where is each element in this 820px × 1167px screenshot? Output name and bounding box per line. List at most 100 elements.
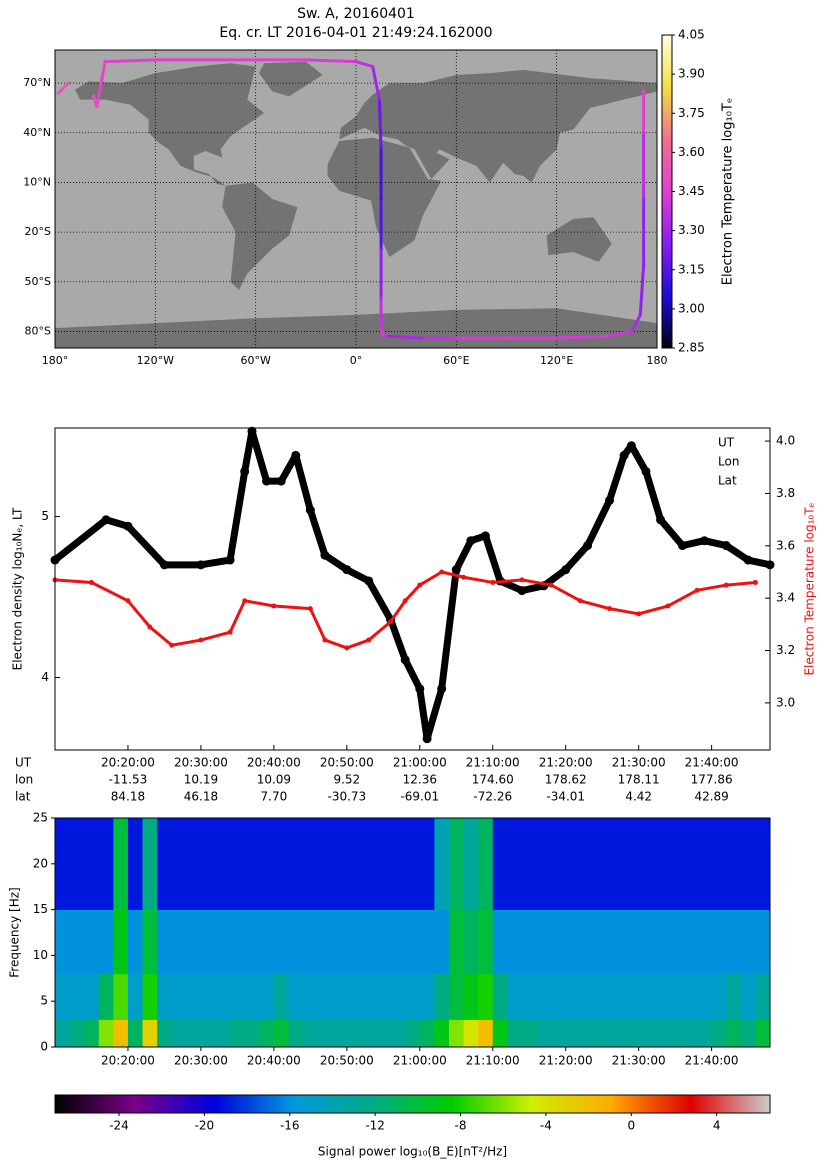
lon-label: 177.86 — [691, 773, 733, 787]
spectrogram-cell — [273, 909, 289, 975]
spectrogram-cell — [55, 973, 70, 1020]
colorbar-tick-label: 2.85 — [678, 341, 705, 355]
colorbar-label: Electron Temperature log₁₀Tₑ — [721, 98, 736, 286]
spectrogram-cell — [565, 818, 581, 910]
x-tick-label: 20:40:00 — [247, 1054, 301, 1068]
lat-label: 7.70 — [261, 790, 288, 804]
y2-tick-label: 3.6 — [776, 538, 795, 552]
spectrogram-cell — [127, 909, 143, 975]
x-tick-label: 20:30:00 — [174, 756, 228, 770]
data-point — [656, 515, 666, 525]
y-axis-label: Frequency [Hz] — [8, 887, 22, 978]
spectrogram-cell — [244, 973, 260, 1020]
x-tick-label: 20:30:00 — [174, 1054, 228, 1068]
spectrogram-cell — [215, 818, 231, 910]
spectrogram-cell — [157, 1019, 173, 1048]
x-tick-label: 60°W — [240, 354, 270, 367]
y-tick-label: 4 — [41, 670, 49, 684]
data-point — [699, 536, 709, 546]
spectrogram-cell — [230, 1019, 246, 1048]
spectrogram-cell — [69, 1019, 85, 1048]
x-tick-label: 21:40:00 — [685, 1054, 739, 1068]
spectrogram-cell — [653, 973, 669, 1020]
spectrogram-cell — [186, 909, 202, 975]
spectrogram-cell — [303, 818, 319, 910]
data-point — [752, 579, 758, 585]
y2-tick-label: 3.2 — [776, 643, 795, 657]
spectrogram-cell — [186, 1019, 202, 1048]
spectrogram-cell — [317, 909, 333, 975]
data-point — [548, 582, 554, 588]
spectrogram-cell — [200, 909, 216, 975]
spectrogram-cell — [580, 973, 596, 1020]
spectrogram-cell — [142, 1019, 158, 1048]
plot-frame — [54, 427, 771, 751]
track-point — [379, 296, 383, 300]
data-point — [88, 579, 94, 585]
track-segment — [555, 334, 609, 340]
data-point — [227, 629, 233, 635]
spectrogram-cell — [521, 973, 537, 1020]
spectrogram-cell — [434, 909, 450, 975]
spectrogram-cell — [711, 973, 727, 1020]
spectrogram-cell — [492, 973, 508, 1020]
data-point — [402, 598, 408, 604]
y-tick-label: 0 — [40, 1040, 48, 1054]
data-point — [344, 645, 350, 651]
land — [259, 61, 323, 97]
spectrogram-cell — [726, 818, 742, 910]
spectrogram-cell — [215, 973, 231, 1020]
data-point — [480, 531, 490, 541]
lon-label: -11.53 — [109, 773, 148, 787]
y2-axis-label: Electron Temperature log₁₀Tₑ — [803, 502, 817, 675]
track-point — [354, 59, 358, 64]
data-point — [198, 637, 204, 643]
x-tick-label: 21:20:00 — [539, 756, 593, 770]
spectrogram-cell — [288, 973, 304, 1020]
spectrogram-cell — [200, 973, 216, 1020]
x-tick-label: 120°W — [137, 354, 174, 367]
spectrogram-cell — [361, 973, 377, 1020]
spectrogram-cell — [536, 973, 552, 1020]
data-point — [743, 555, 753, 565]
spectrogram-cell — [215, 1019, 231, 1048]
spectrogram-cell — [536, 909, 552, 975]
spectrogram-cell — [361, 818, 377, 910]
data-point — [604, 495, 614, 505]
y2-tick-label: 3.8 — [776, 486, 795, 500]
data-point — [626, 441, 636, 451]
spectrogram-cell — [580, 1019, 596, 1048]
data-point — [307, 606, 313, 612]
spectrogram-cell — [609, 1019, 625, 1048]
data-point — [415, 684, 425, 694]
lon-label: 10.09 — [257, 773, 291, 787]
colorbar-tick-label: 3.60 — [678, 145, 705, 159]
data-point — [417, 582, 423, 588]
spectrogram-cell — [740, 818, 756, 910]
data-point — [583, 541, 593, 551]
spectrogram-cell — [755, 909, 771, 975]
colorbar-tick-label: -12 — [365, 1119, 385, 1133]
spectrogram-cell — [507, 818, 523, 910]
track-point — [379, 197, 383, 201]
spectrogram-cell — [609, 973, 625, 1020]
spectrogram-cell — [69, 973, 85, 1020]
spectrogram-cell — [755, 973, 771, 1020]
lat-label: -34.01 — [546, 790, 585, 804]
data-point — [364, 576, 374, 586]
x-tick-label: 60°E — [443, 354, 469, 367]
spectrogram-cell — [551, 1019, 567, 1048]
spectrogram-cell — [594, 909, 610, 975]
track-point — [66, 81, 70, 85]
spectrogram-cell — [405, 973, 421, 1020]
colorbar-tick-label: 0 — [627, 1119, 635, 1133]
spectrogram-cell — [434, 973, 450, 1020]
x-tick-label: 20:40:00 — [247, 756, 301, 770]
data-point — [519, 577, 525, 583]
track-point — [203, 58, 208, 62]
track-point — [642, 263, 646, 267]
x-tick-label: 180° — [42, 354, 69, 367]
spectrogram-cell — [259, 909, 275, 975]
spectrogram-cell — [230, 909, 246, 975]
